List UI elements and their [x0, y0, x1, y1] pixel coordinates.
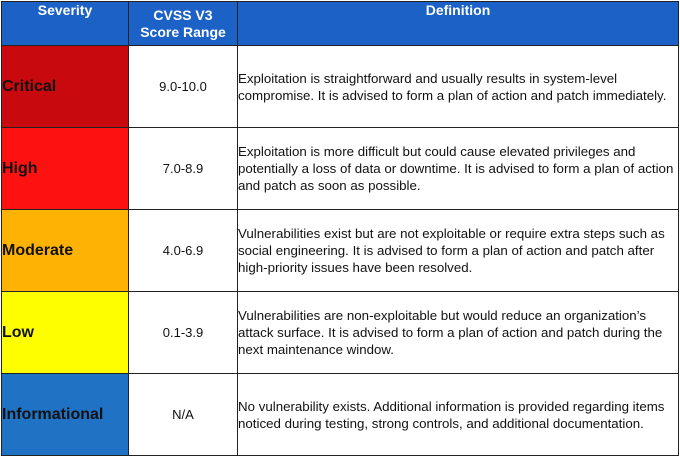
score-range: 7.0-8.9: [128, 127, 238, 210]
severity-informational: Informational: [1, 373, 129, 456]
header-severity: Severity: [1, 1, 129, 46]
score-range: N/A: [128, 373, 238, 456]
table-row: Informational N/A No vulnerability exist…: [1, 373, 679, 456]
header-row: Severity CVSS V3 Score Range Definition: [1, 1, 679, 46]
header-cvss-line1: CVSS V3: [153, 6, 213, 23]
definition-text: No vulnerability exists. Additional info…: [237, 373, 679, 456]
table-row: Moderate 4.0-6.9 Vulnerabilities exist b…: [1, 209, 679, 292]
header-cvss-line2: Score Range: [140, 23, 226, 40]
definition-text: Exploitation is straightforward and usua…: [237, 45, 679, 128]
score-range: 4.0-6.9: [128, 209, 238, 292]
definition-text: Exploitation is more difficult but could…: [237, 127, 679, 210]
header-cvss: CVSS V3 Score Range: [128, 1, 238, 46]
severity-high: High: [1, 127, 129, 210]
table-row: Low 0.1-3.9 Vulnerabilities are non-expl…: [1, 291, 679, 374]
score-range: 0.1-3.9: [128, 291, 238, 374]
severity-moderate: Moderate: [1, 209, 129, 292]
severity-critical: Critical: [1, 45, 129, 128]
score-range: 9.0-10.0: [128, 45, 238, 128]
definition-text: Vulnerabilities exist but are not exploi…: [237, 209, 679, 292]
severity-low: Low: [1, 291, 129, 374]
table-row: Critical 9.0-10.0 Exploitation is straig…: [1, 45, 679, 128]
definition-text: Vulnerabilities are non-exploitable but …: [237, 291, 679, 374]
table-row: High 7.0-8.9 Exploitation is more diffic…: [1, 127, 679, 210]
header-definition: Definition: [237, 1, 679, 46]
